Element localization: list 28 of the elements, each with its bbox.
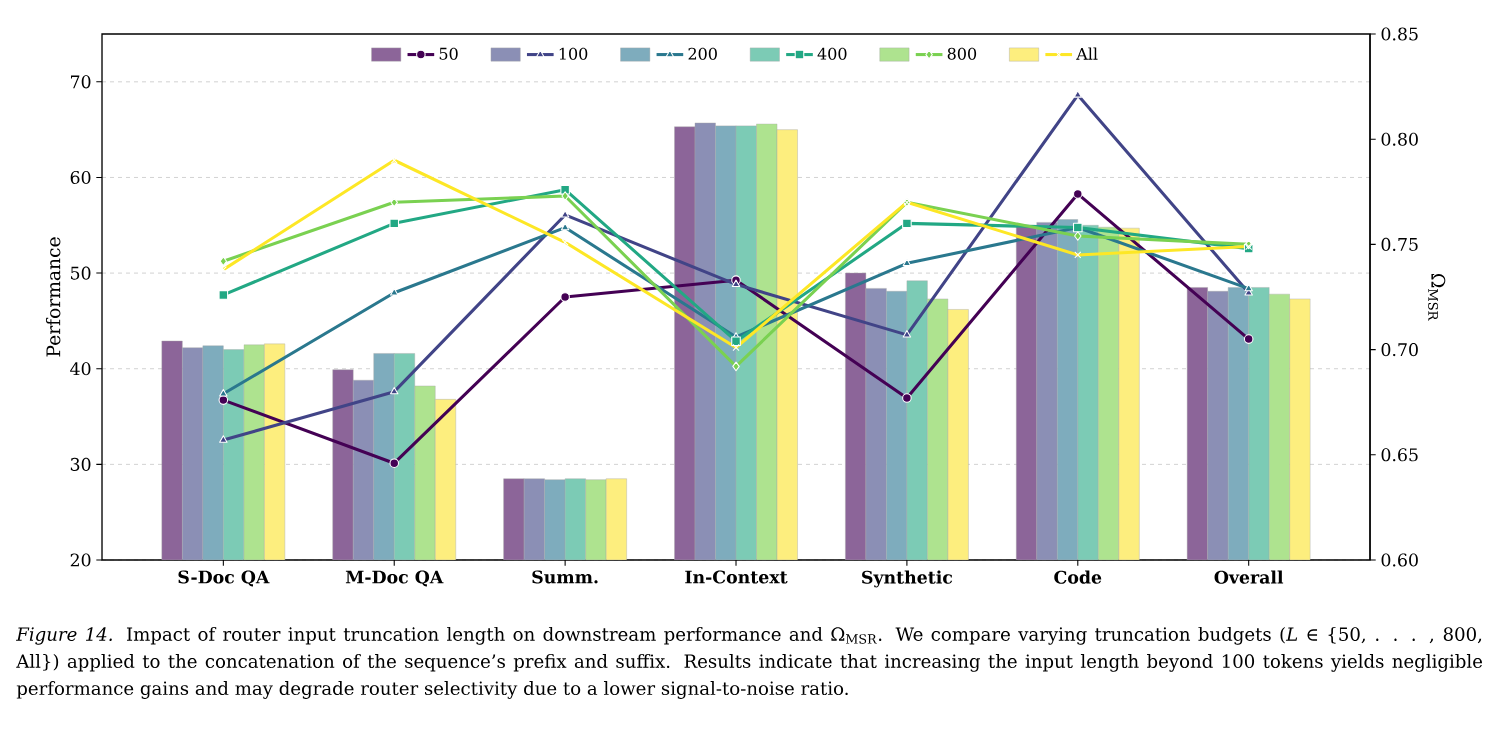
legend-label: 800 <box>947 47 977 60</box>
y2-axis-title: Ω$_{MSR}$ <box>1428 273 1446 321</box>
y-tick-label: 60 <box>70 170 91 185</box>
y2-tick-label: 0.70 <box>1381 343 1418 357</box>
y-tick-label: 30 <box>70 457 91 471</box>
x-tick-label: Summ. <box>532 570 598 584</box>
y-tick-label: 50 <box>71 266 91 280</box>
legend-label: 50 <box>439 47 458 60</box>
legend-label: 100 <box>559 47 588 60</box>
y2-tick-label: 0.80 <box>1381 132 1418 146</box>
y2-tick-label: 0.60 <box>1381 553 1418 567</box>
x-tick-label: Synthetic <box>862 570 953 588</box>
x-tick-label: Code <box>1054 570 1102 584</box>
legend-label: All <box>1076 47 1098 60</box>
y2-tick-label: 0.65 <box>1381 448 1418 462</box>
y-tick-label: 40 <box>70 362 91 376</box>
y-tick-label: 20 <box>70 553 91 567</box>
x-tick-label: M-Doc QA <box>345 570 444 587</box>
y2-tick-label: 0.85 <box>1381 27 1418 41</box>
y-axis-title: Performance <box>45 237 61 357</box>
y2-tick-label: 0.75 <box>1381 237 1418 251</box>
x-tick-label: S-Doc QA <box>178 570 270 587</box>
y-tick-label: 70 <box>71 75 91 89</box>
text: Figure 14. Impact of router input truncation length on downstream performance and Ω$_{MSR}$. We compare varying truncation budgets (L ∈ {50, . . . , 800, All}) applied to the concatenation of the sequence’s prefix and suffix. Results indicate that increasing the input length beyond 100 tokens yields negligible performance gains and may degrade router selectivity due to a lower signal-to-noise ratio. <box>15 626 1483 699</box>
legend-label: 400 <box>817 47 847 60</box>
x-tick-label: Overall <box>1214 570 1284 584</box>
x-tick-label: In-Context <box>685 570 788 584</box>
legend-label: 200 <box>688 47 717 60</box>
